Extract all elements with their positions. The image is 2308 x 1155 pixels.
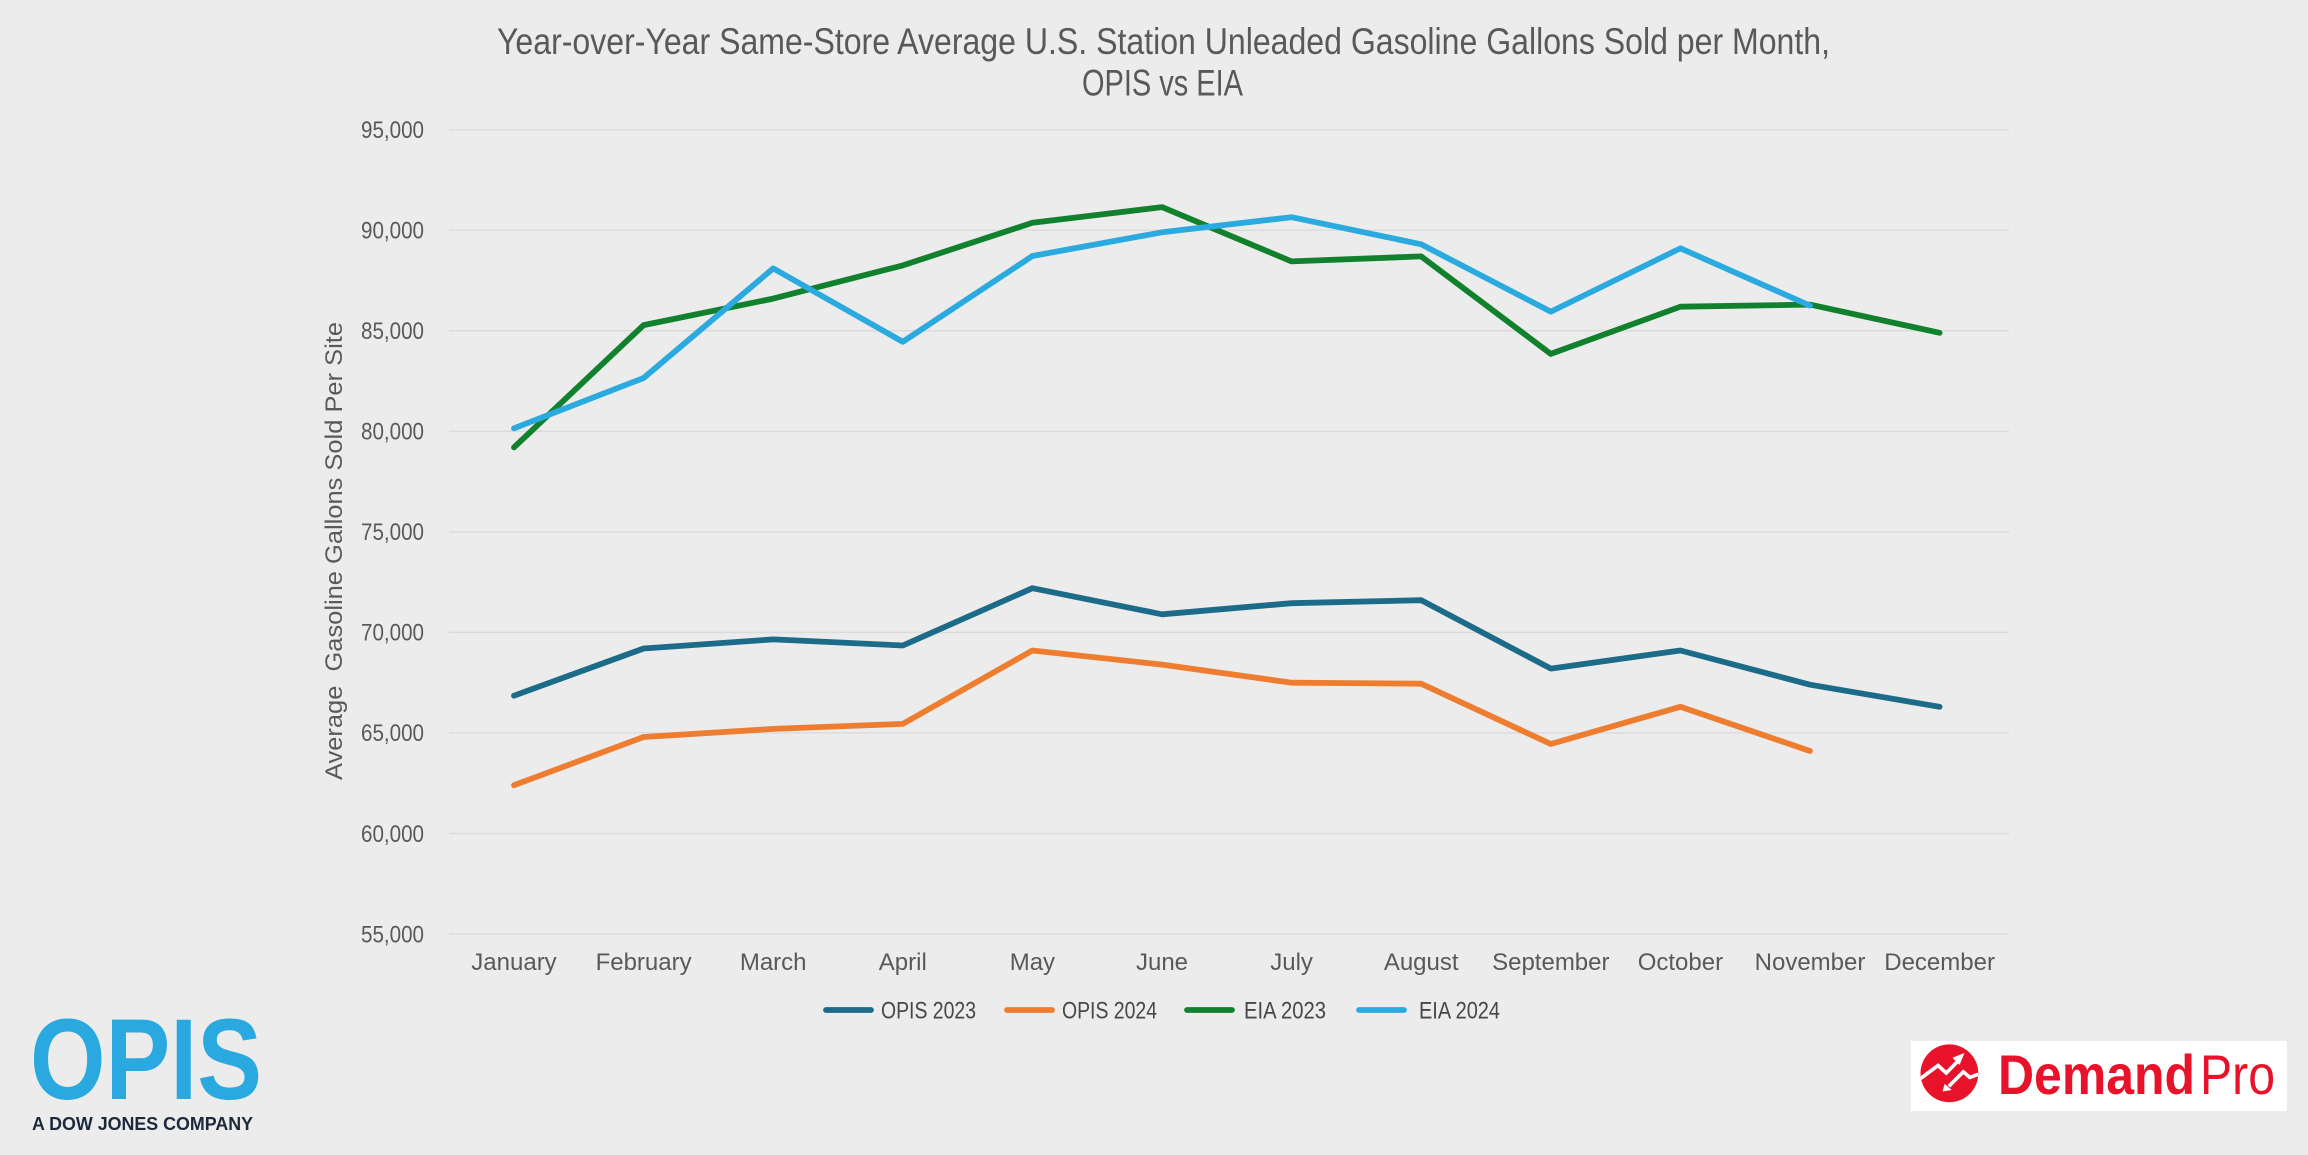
svg-text:85,000: 85,000 [361, 318, 424, 345]
svg-text:August: August [1384, 949, 1459, 976]
svg-text:March: March [740, 949, 807, 976]
svg-text:95,000: 95,000 [361, 117, 424, 144]
svg-text:A DOW JONES COMPANY: A DOW JONES COMPANY [32, 1113, 254, 1134]
svg-text:55,000: 55,000 [361, 921, 424, 948]
svg-text:OPIS vs EIA: OPIS vs EIA [1082, 63, 1243, 104]
svg-text:November: November [1755, 949, 1866, 976]
svg-text:October: October [1638, 949, 1723, 976]
svg-text:EIA 2024: EIA 2024 [1419, 998, 1500, 1025]
svg-text:May: May [1010, 949, 1055, 976]
svg-text:February: February [596, 949, 692, 976]
svg-text:75,000: 75,000 [361, 519, 424, 546]
svg-text:June: June [1136, 949, 1188, 976]
svg-text:70,000: 70,000 [361, 620, 424, 647]
svg-text:OPIS 2024: OPIS 2024 [1062, 998, 1157, 1025]
svg-text:April: April [879, 949, 927, 976]
svg-text:60,000: 60,000 [361, 821, 424, 848]
svg-text:September: September [1492, 949, 1609, 976]
svg-text:Year-over-Year Same-Store Aver: Year-over-Year Same-Store Average U.S. S… [497, 21, 1830, 62]
svg-text:December: December [1884, 949, 1995, 976]
svg-text:Demand: Demand [1998, 1043, 2195, 1106]
svg-text:OPIS 2023: OPIS 2023 [881, 998, 976, 1025]
svg-text:65,000: 65,000 [361, 720, 424, 747]
svg-text:80,000: 80,000 [361, 419, 424, 446]
svg-text:July: July [1270, 949, 1313, 976]
svg-text:EIA 2023: EIA 2023 [1244, 998, 1326, 1025]
svg-text:January: January [471, 949, 556, 976]
svg-text:Average Gasoline Gallons Sold: Average Gasoline Gallons Sold Per Site [321, 322, 348, 780]
svg-text:OPIS: OPIS [30, 996, 262, 1124]
svg-text:Pro: Pro [2200, 1043, 2275, 1106]
svg-text:90,000: 90,000 [361, 218, 424, 245]
